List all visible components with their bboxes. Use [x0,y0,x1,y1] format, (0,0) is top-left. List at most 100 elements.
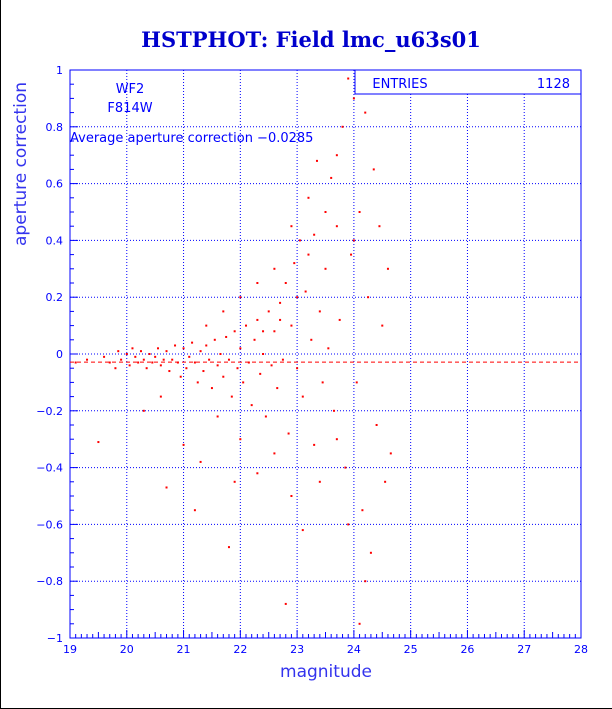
data-point [86,358,89,361]
data-point [157,347,160,350]
x-tick-label: 28 [574,643,588,656]
y-tick-label: −1 [47,632,63,645]
data-point [168,370,171,373]
data-point [250,404,253,407]
data-point [369,551,372,554]
data-point [267,310,270,313]
entries-label: ENTRIES [372,77,427,92]
y-tick-label: −0.6 [36,518,63,531]
entries-stats-box: ENTRIES 1128 [354,69,582,95]
data-point [165,486,168,489]
data-point [199,350,202,353]
data-point [264,415,267,418]
data-point [171,358,174,361]
x-tick-label: 24 [347,643,361,656]
x-tick-label: 20 [120,643,134,656]
data-point [193,509,196,512]
data-point [347,523,350,526]
data-point [273,330,276,333]
data-point [333,409,336,412]
data-point [253,338,256,341]
data-point [191,341,194,344]
data-point [262,353,265,355]
data-point [202,370,205,373]
data-point [298,239,301,242]
data-point [293,262,296,265]
data-point [284,602,287,605]
data-point [205,324,208,327]
data-point [262,330,265,333]
data-point [307,253,310,256]
x-tick-label: 23 [290,643,304,656]
data-point [142,409,145,412]
data-point [301,395,304,398]
data-point [245,324,248,327]
data-point [364,580,367,583]
data-point [381,324,384,327]
data-point [273,452,276,455]
data-point [310,338,313,341]
data-point [131,347,134,350]
data-point [236,367,239,370]
data-point [162,358,165,361]
x-tick-label: 22 [233,643,247,656]
y-tick-label: −0.4 [36,462,63,475]
x-tick-label: 26 [460,643,474,656]
data-point [230,395,233,398]
data-point [239,296,242,299]
data-point [364,111,367,114]
data-point [148,353,151,355]
data-point [256,472,259,475]
data-point [313,233,316,236]
data-point [205,344,208,347]
data-point [296,296,299,299]
data-point [193,361,196,364]
x-axis-tick-labels: 19 20 21 22 23 24 25 26 27 28 [63,643,588,656]
data-point [386,267,389,270]
data-point [259,372,262,375]
data-points [74,77,392,625]
data-point [213,338,216,341]
data-point [222,375,225,378]
x-tick-label: 27 [517,643,531,656]
data-point [210,387,213,390]
data-point [350,253,353,256]
data-point [375,424,378,426]
data-point [367,296,370,299]
data-point [97,441,100,444]
data-point [151,361,154,364]
data-point [358,211,361,213]
chart-title: HSTPHOT: Field lmc_u63s01 [141,27,481,52]
data-point [114,367,117,370]
data-point [139,350,142,353]
data-point [179,375,182,378]
y-axis-tick-labels: −1 −0.8 −0.6 −0.4 −0.2 0 0.2 0.4 0.6 0.8 1 [36,64,63,645]
data-point [239,438,242,441]
x-axis-title: magnitude [280,662,372,682]
y-tick-label: 1 [56,64,63,77]
data-point [347,77,350,80]
data-point [324,211,327,213]
data-point [142,358,145,361]
data-point [335,438,338,441]
data-point [128,364,131,367]
data-point [125,353,128,355]
data-point [384,480,387,483]
data-point [344,466,347,469]
data-point [120,358,123,361]
data-point [134,355,137,358]
stats-box-frame [354,69,582,95]
data-point [199,460,202,463]
data-point [378,225,381,228]
x-tick-label: 19 [63,643,77,656]
data-point [287,432,290,435]
data-point [335,154,338,157]
data-point [103,355,106,358]
y-tick-label: 0.4 [46,234,64,247]
data-point [284,282,287,284]
data-point [247,361,250,364]
data-point [196,381,199,384]
data-point [154,355,157,358]
data-point [290,324,293,327]
data-point [352,239,355,242]
